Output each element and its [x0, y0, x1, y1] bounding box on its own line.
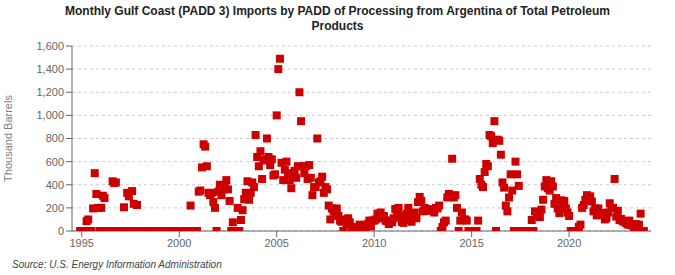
- svg-text:600: 600: [46, 156, 64, 168]
- svg-text:2010: 2010: [362, 237, 386, 249]
- svg-text:200: 200: [46, 202, 64, 214]
- svg-text:2000: 2000: [167, 237, 191, 249]
- svg-text:2005: 2005: [264, 237, 288, 249]
- svg-text:1,600: 1,600: [36, 40, 64, 52]
- svg-text:1,400: 1,400: [36, 63, 64, 75]
- svg-text:0: 0: [58, 225, 64, 237]
- html-text:Source: U.S. Energy Informatio: Source: U.S. Energy Information Administ…: [12, 259, 222, 270]
- html-text:Monthly Gulf Coast (PADD 3) Im: Monthly Gulf Coast (PADD 3) Imports by P…: [65, 4, 610, 18]
- svg-text:1,200: 1,200: [36, 86, 64, 98]
- svg-text:1,000: 1,000: [36, 109, 64, 121]
- svg-text:1995: 1995: [70, 237, 94, 249]
- html-text:Products: Products: [311, 19, 364, 33]
- svg-text:400: 400: [46, 179, 64, 191]
- svg-text:Thousand Barrels: Thousand Barrels: [8, 95, 14, 182]
- svg-text:2015: 2015: [459, 237, 483, 249]
- svg-text:800: 800: [46, 132, 64, 144]
- svg-text:2020: 2020: [557, 237, 581, 249]
